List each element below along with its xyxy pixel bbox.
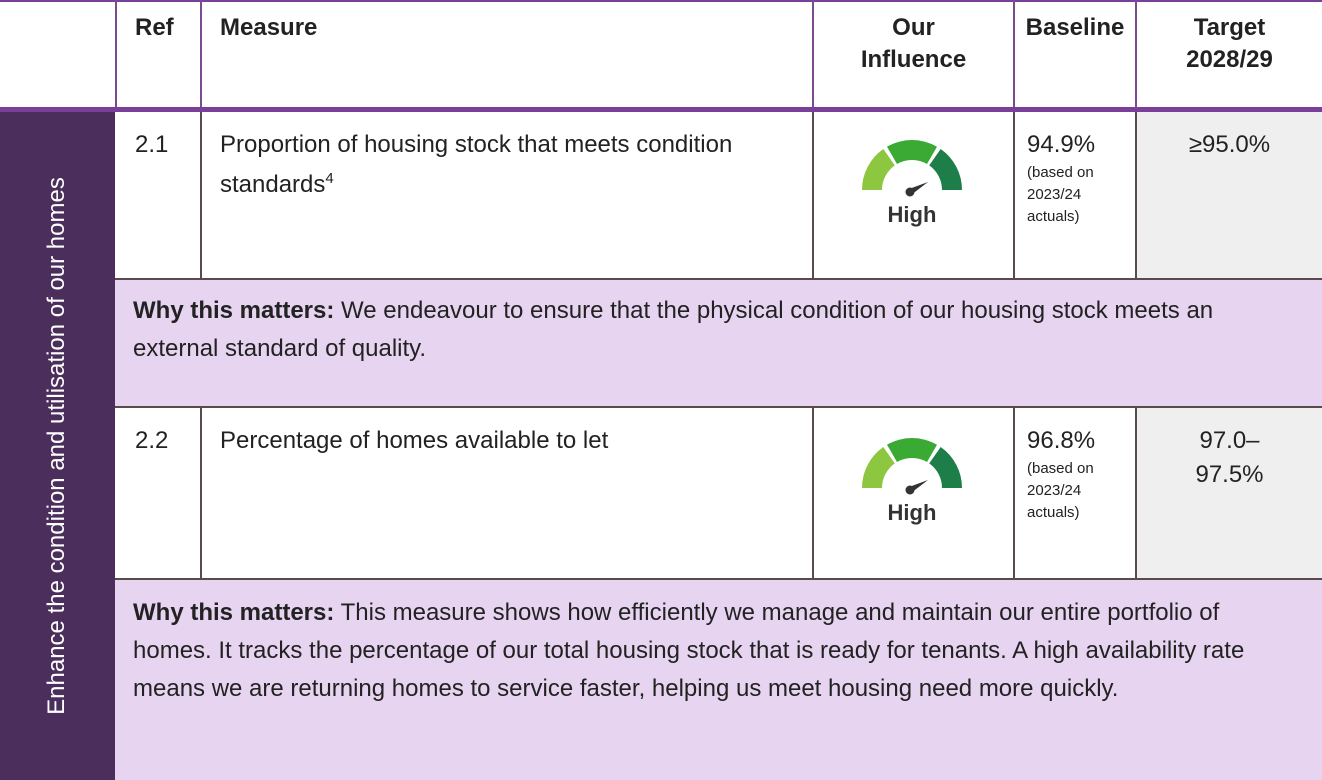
why-label: Why this matters: — [133, 297, 335, 324]
why-label: Why this matters: — [133, 599, 335, 626]
ref: 2.2 — [135, 427, 169, 454]
why-row: Why this matters: This measure shows how… — [115, 578, 1322, 780]
top-border — [0, 0, 1322, 2]
target: 97.0–97.5% — [1195, 427, 1264, 488]
header-cell: Target 2028/29 — [1186, 14, 1273, 73]
target: ≥95.0% — [1188, 131, 1271, 158]
header-cell: Baseline — [1025, 14, 1125, 41]
side-cell: Enhance the condition and utilisation of… — [0, 112, 115, 780]
why-text: This measure shows how efficiently we ma… — [133, 599, 1245, 702]
influence: High — [887, 202, 937, 227]
baseline-note: (based on 2023/24 actuals) — [1027, 164, 1094, 225]
why-text: We endeavour to ensure that the physical… — [133, 297, 1214, 362]
header-cell: Measure — [220, 14, 318, 41]
baseline: 94.9% (based on 2023/24 actuals) — [1015, 118, 1135, 238]
baseline-value: 96.8% — [1027, 427, 1096, 454]
baseline: 96.8% (based on 2023/24 actuals) — [1015, 414, 1135, 534]
measure-text: Proportion of housing stock that meets c… — [220, 131, 733, 198]
baseline-value: 94.9% — [1027, 131, 1096, 158]
gauge-icon — [861, 438, 962, 495]
side-label: Enhance the condition and utilisation of… — [43, 177, 70, 715]
why-row: Why this matters: We endeavour to ensure… — [115, 278, 1322, 408]
baseline-note: (based on 2023/24 actuals) — [1027, 460, 1094, 521]
measure: Proportion of housing stock that meets c… — [202, 118, 802, 212]
footnote: 4 — [325, 170, 334, 187]
header-cell: Our Influence — [860, 14, 967, 73]
gauge-icon — [861, 140, 962, 197]
measure: Percentage of homes available to let — [220, 427, 609, 454]
influence: High — [887, 500, 937, 525]
header-cell: Ref — [135, 14, 174, 41]
ref: 2.1 — [135, 131, 169, 158]
header-border — [0, 107, 1322, 112]
